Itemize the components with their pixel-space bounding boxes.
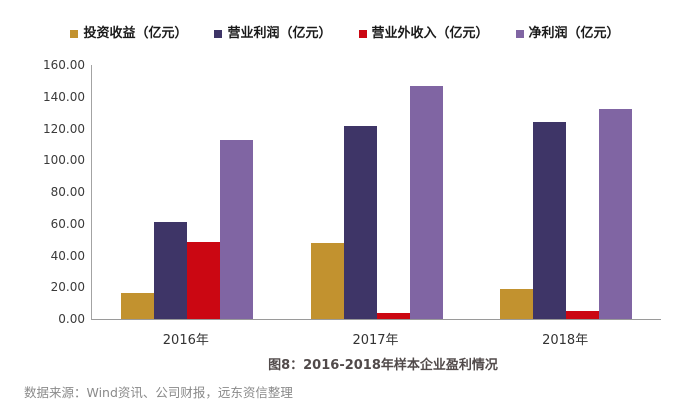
plot-area xyxy=(91,65,661,320)
legend-swatch-non-operating-income xyxy=(358,30,367,38)
data-source-note: 数据来源：Wind资讯、公司财报，远东资信整理 xyxy=(24,385,293,400)
y-tick-label: 20.00 xyxy=(50,280,85,295)
y-axis-labels: 0.00 20.00 40.00 60.00 80.00 100.00 120.00 140.… xyxy=(0,58,85,326)
legend-item-net-profit: 净利润（亿元） xyxy=(515,26,620,42)
y-tick-label: 0.00 xyxy=(58,312,85,326)
y-tick-label: 40.00 xyxy=(50,248,85,263)
x-tick-label-2016: 2016年 xyxy=(162,333,209,348)
legend-item-non-operating-income: 营业外收入（亿元） xyxy=(358,26,489,42)
figure-caption: 图8：2016-2018年样本企业盈利情况 xyxy=(268,358,498,373)
legend-label-non-operating-income: 营业外收入（亿元） xyxy=(371,26,489,41)
chart-legend: 投资收益（亿元） 营业利润（亿元） 营业外收入（亿元） 净利润（亿元） xyxy=(0,26,690,42)
bar-investment-income-2016 xyxy=(120,292,154,319)
bar-net-profit-2016 xyxy=(219,139,253,319)
legend-swatch-operating-profit xyxy=(214,30,223,38)
x-axis-labels: 2016年 2017年 2018年 xyxy=(0,329,690,348)
bar-investment-income-2017 xyxy=(310,242,344,319)
bar-non-operating-income-2016 xyxy=(186,242,220,319)
legend-swatch-net-profit xyxy=(515,30,524,38)
x-tick-label-2018: 2018年 xyxy=(542,333,589,348)
legend-item-investment-income: 投资收益（亿元） xyxy=(70,26,187,42)
bar-non-operating-income-2017 xyxy=(376,312,410,319)
y-tick-label: 60.00 xyxy=(50,216,85,231)
legend-swatch-investment-income xyxy=(70,30,79,38)
y-tick-label: 120.00 xyxy=(43,121,85,136)
bar-operating-profit-2017 xyxy=(343,126,377,319)
y-tick-label: 160.00 xyxy=(43,58,85,72)
legend-label-operating-profit: 营业利润（亿元） xyxy=(227,26,332,41)
y-tick-label: 80.00 xyxy=(50,185,85,199)
x-tick-label-2017: 2017年 xyxy=(352,333,399,348)
y-tick-label: 140.00 xyxy=(43,89,85,104)
bar-net-profit-2017 xyxy=(409,85,443,319)
bar-investment-income-2018 xyxy=(500,288,534,319)
y-tick-label: 100.00 xyxy=(43,153,85,168)
bar-non-operating-income-2018 xyxy=(566,311,600,319)
bar-net-profit-2018 xyxy=(599,108,633,319)
legend-label-investment-income: 投资收益（亿元） xyxy=(83,26,188,41)
legend-item-operating-profit: 营业利润（亿元） xyxy=(214,26,332,42)
bar-operating-profit-2016 xyxy=(153,222,187,319)
bar-operating-profit-2018 xyxy=(533,122,567,319)
legend-label-net-profit: 净利润（亿元） xyxy=(528,26,620,41)
